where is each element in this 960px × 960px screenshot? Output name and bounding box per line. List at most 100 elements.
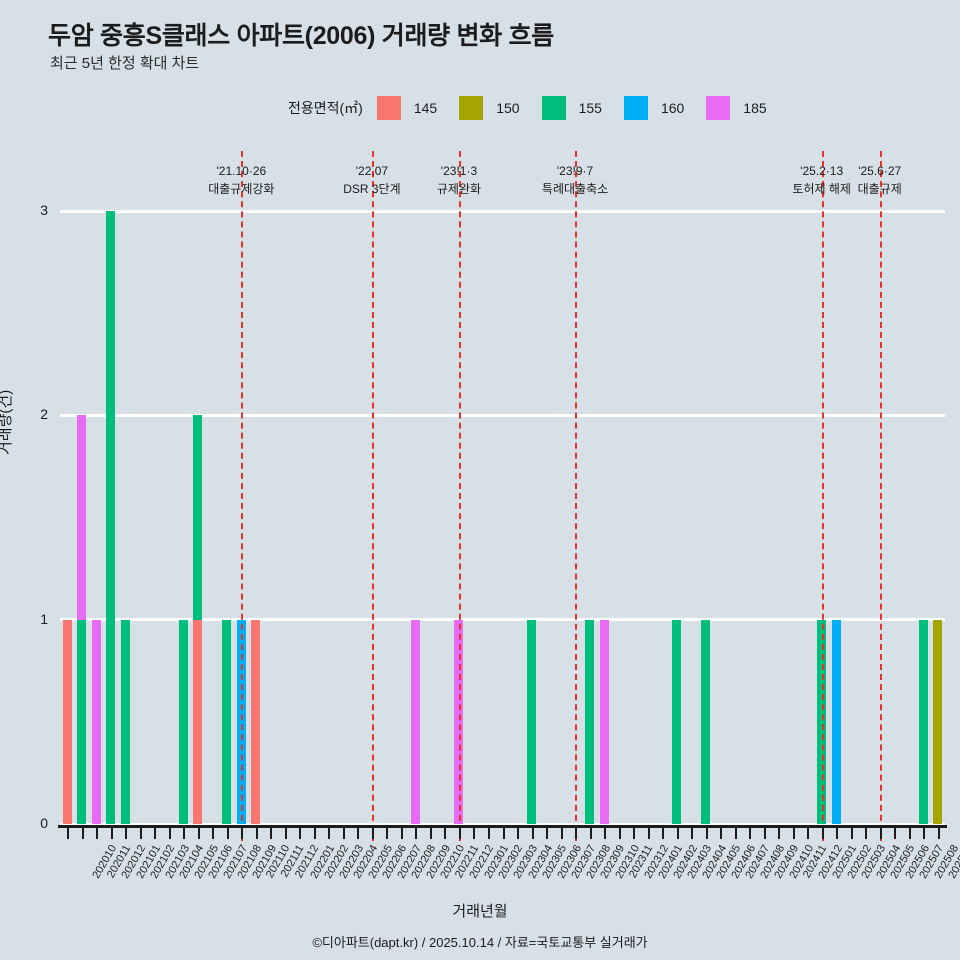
x-tick-202111 (255, 828, 258, 839)
bar-202106-155[interactable] (178, 619, 188, 824)
y-tick-label-1: 1 (40, 610, 48, 627)
bar-202503-160[interactable] (831, 619, 841, 824)
x-tick-202306 (531, 828, 534, 839)
bar-202012-185[interactable] (91, 619, 101, 824)
bar-202510-150[interactable] (933, 619, 943, 824)
plot-area: 0 1 2 3 (40, 151, 945, 841)
x-tick-202203 (313, 828, 316, 839)
bar-202311-185[interactable] (599, 619, 609, 824)
x-tick-202208 (386, 828, 389, 839)
x-tick-202408 (734, 828, 737, 839)
x-tick-202106 (183, 828, 186, 839)
x-tick-202503 (836, 828, 839, 839)
gridline-y-1 (60, 618, 945, 622)
event-line-202506 (879, 151, 882, 841)
x-tick-202401 (633, 828, 636, 839)
event-line-202309 (575, 151, 578, 841)
bar-202404-155[interactable] (672, 619, 682, 824)
page-title: 두암 중흥S클래스 아파트(2006) 거래량 변화 흐름 (48, 22, 554, 50)
x-tick-202206 (357, 828, 360, 839)
event-annotation-202309: '23!9·7 특례대출축소 (542, 162, 608, 198)
x-tick-202502 (821, 828, 824, 839)
x-tick-202505 (865, 828, 868, 839)
bar-202502-155[interactable] (817, 619, 827, 824)
event-date-202309: '23!9·7 (556, 164, 594, 178)
bar-202111-145[interactable] (251, 619, 261, 824)
legend-label-145: 145 (413, 100, 438, 116)
event-text-202506: 대출규제 (857, 182, 902, 196)
x-tick-202312 (618, 828, 621, 839)
legend-swatch-160 (623, 96, 648, 120)
x-tick-202010 (67, 828, 70, 839)
bar-202102-155[interactable] (120, 619, 130, 824)
x-tick-202411 (778, 828, 781, 839)
legend-item-155[interactable]: 155 (541, 96, 624, 120)
x-tick-202412 (792, 828, 795, 839)
x-tick-202407 (720, 828, 723, 839)
x-tick-202301 (458, 828, 461, 839)
x-tick-202103 (139, 828, 142, 839)
x-tick-202406 (705, 828, 708, 839)
x-tick-202310 (589, 828, 592, 839)
event-date-202110: '21.10·26 (216, 164, 267, 178)
x-tick-202410 (763, 828, 766, 839)
y-axis-title: 거래량(건) (0, 389, 14, 455)
x-tick-202507 (894, 828, 897, 839)
x-tick-202207 (371, 828, 374, 839)
bar-202310-155[interactable] (585, 619, 595, 824)
bar-202101-155[interactable] (106, 211, 116, 824)
x-tick-202506 (879, 828, 882, 839)
x-tick-202403 (662, 828, 665, 839)
page-subtitle: 최근 5년 한정 확대 차트 (50, 55, 200, 72)
x-tick-202102 (125, 828, 128, 839)
event-line-202110 (241, 151, 244, 841)
legend-label-150: 150 (496, 100, 520, 116)
event-date-202506: '25.6·27 (858, 164, 902, 178)
bar-202107-145[interactable] (193, 619, 203, 824)
x-tick-202109 (226, 828, 229, 839)
x-tick-202304 (502, 828, 505, 839)
gridline-y-3 (60, 209, 945, 213)
bar-202011-185[interactable] (77, 415, 87, 620)
y-tick-label-2: 2 (40, 406, 48, 423)
bar-202010-145[interactable] (62, 619, 72, 824)
x-tick-202209 (400, 828, 403, 839)
x-tick-202108 (212, 828, 215, 839)
bar-202107-155[interactable] (193, 415, 203, 620)
bar-202011-155[interactable] (77, 619, 87, 824)
x-tick-202305 (517, 828, 519, 839)
x-tick-202303 (487, 828, 490, 839)
legend-label-160: 160 (660, 100, 685, 116)
bar-202210-185[interactable] (410, 619, 420, 824)
bar-202509-155[interactable] (918, 619, 928, 824)
x-tick-202510 (937, 828, 940, 839)
bar-202110-160[interactable] (236, 619, 246, 824)
legend-swatch-150 (459, 96, 484, 120)
x-tick-202107 (197, 828, 200, 839)
legend-item-185[interactable]: 185 (706, 96, 788, 120)
legend-label-155: 155 (578, 100, 602, 116)
bar-202301-185[interactable] (454, 619, 464, 824)
event-date-202207: '22.07 (355, 164, 389, 178)
legend-item-160[interactable]: 160 (623, 96, 706, 120)
x-tick-202504 (850, 828, 853, 839)
x-tick-202110 (241, 828, 244, 839)
event-text-202502: 토허제 해제 (792, 182, 851, 196)
event-annotation-202502: '25.2·13 토허제 해제 (792, 162, 851, 198)
x-tick-202204 (328, 828, 331, 839)
event-text-202110: 대출규제강화 (208, 182, 275, 196)
x-tick-202404 (676, 828, 679, 839)
x-tick-202212 (444, 828, 447, 839)
x-tick-202509 (923, 828, 926, 839)
legend-item-145[interactable]: 145 (376, 96, 459, 120)
legend-item-150[interactable]: 150 (459, 96, 541, 120)
event-line-202207 (371, 151, 374, 841)
x-tick-202402 (647, 828, 650, 839)
bar-202109-155[interactable] (222, 619, 232, 824)
x-tick-202201 (284, 828, 287, 839)
bar-202406-155[interactable] (701, 619, 711, 824)
gridline-y-0 (60, 822, 945, 826)
bar-202306-155[interactable] (527, 619, 536, 824)
event-annotation-202110: '21.10·26 대출규제강화 (208, 162, 274, 198)
